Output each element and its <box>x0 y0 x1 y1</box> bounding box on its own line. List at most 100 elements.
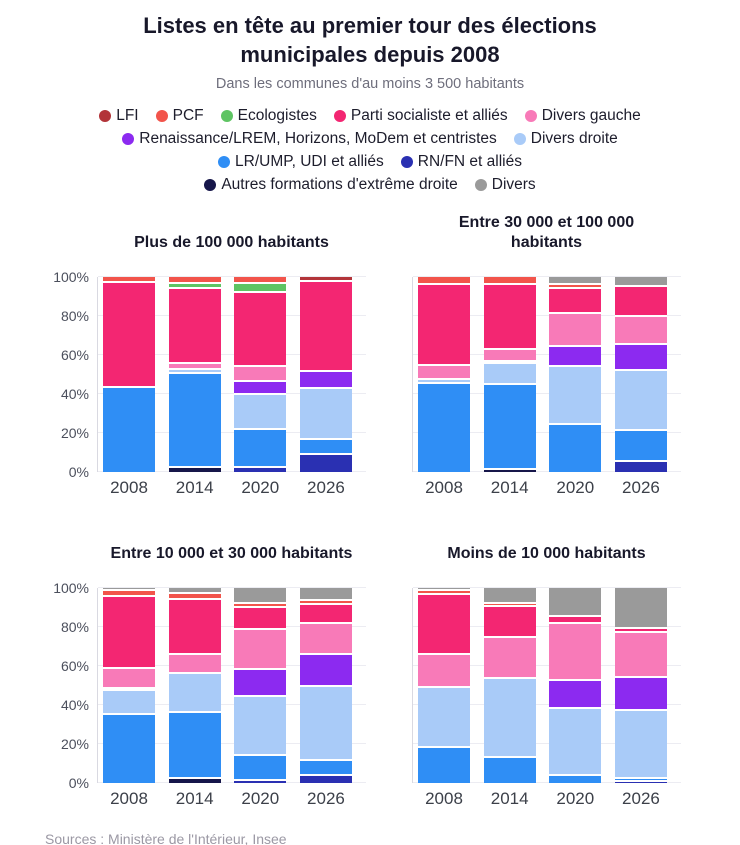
legend-item-label: LFI <box>116 107 139 125</box>
legend-item-label: Parti socialiste et alliés <box>350 107 508 125</box>
segment-ren <box>234 670 287 698</box>
x-axis-label: 2020 <box>241 789 280 809</box>
bar-2026 <box>299 588 352 784</box>
chart-plus-100k: Plus de 100 000 habitants 0% 20% 40% 60% 80%… <box>53 211 366 498</box>
legend: LFI PCF Ecologistes Parti socialiste et all… <box>0 105 740 195</box>
segment-dvg <box>614 633 667 678</box>
bar-2008 <box>103 277 155 473</box>
segment-ps <box>483 606 536 638</box>
x-axis-label: 2026 <box>307 789 345 809</box>
legend-item-label: Divers gauche <box>541 107 641 125</box>
gridline <box>98 354 366 356</box>
bar-2008 <box>418 588 470 784</box>
segment-dvg <box>168 364 221 370</box>
segment-eco <box>168 284 221 289</box>
segment-ps <box>103 596 155 670</box>
gridline <box>413 276 681 278</box>
legend-row: LFI PCF Ecologistes Parti socialiste et all… <box>99 105 641 126</box>
bar-2020 <box>549 588 602 784</box>
segment-dvd <box>614 711 667 780</box>
y-axis-label: 80% <box>60 308 89 325</box>
segment-rn <box>299 454 352 473</box>
segment-ps <box>549 617 602 625</box>
x-axis-label: 2014 <box>490 789 529 809</box>
y-axis-label: 60% <box>60 658 89 675</box>
segment-pcf <box>103 277 155 284</box>
legend-color-dot <box>99 109 112 122</box>
page-subtitle: Dans les communes d'au moins 3 500 habit… <box>215 76 525 93</box>
segment-ps <box>418 285 470 366</box>
segment-ps <box>103 283 155 389</box>
chart-title: Plus de 100 000 habitants <box>134 234 329 252</box>
segment-ps <box>234 292 287 367</box>
segment-dvd <box>299 389 352 441</box>
segment-dvd <box>103 690 155 715</box>
segment-rn <box>234 468 287 473</box>
segment-lr <box>483 757 536 784</box>
segment-dvg <box>483 637 536 679</box>
page-title: Listes en tête au premier tour des élect… <box>143 13 597 67</box>
segment-exd <box>168 779 221 784</box>
segment-lr <box>234 755 287 782</box>
x-axis-labels: 2008 2014 2020 2026 <box>98 783 366 809</box>
segment-pcf <box>103 591 155 597</box>
chart-body <box>372 587 681 784</box>
segment-lr <box>168 713 221 780</box>
legend-row: Autres formations d'extrême droite Divers <box>204 174 536 195</box>
gridline <box>98 393 366 395</box>
bars-container <box>98 588 366 784</box>
bar-2020 <box>549 277 602 473</box>
legend-item-dvg: Divers gauche <box>524 105 641 126</box>
bar-2014 <box>168 277 221 473</box>
bar-2020 <box>234 588 287 784</box>
segment-ps <box>299 604 352 625</box>
bar-2014 <box>483 277 536 473</box>
legend-row: LR/UMP, UDI et alliés RN/FN et alliés <box>218 151 522 172</box>
gridline <box>413 432 681 434</box>
segment-pcf <box>549 285 602 289</box>
legend-item-label: Renaissance/LREM, Horizons, MoDem et cen… <box>139 130 497 148</box>
bar-2014 <box>168 588 221 784</box>
segment-dvg <box>168 654 221 674</box>
gridline <box>413 782 681 784</box>
segment-ps <box>483 285 536 351</box>
segment-dvg <box>234 366 287 382</box>
segment-dvd <box>418 687 470 749</box>
segment-dvd <box>614 370 667 432</box>
gridline <box>413 743 681 745</box>
gridline <box>98 782 366 784</box>
segment-ps <box>614 286 667 318</box>
segment-dvg <box>483 350 536 362</box>
y-axis-label: 80% <box>60 619 89 636</box>
x-axis-label: 2020 <box>556 789 595 809</box>
segment-dvg <box>549 314 602 348</box>
segment-div <box>234 588 287 604</box>
bar-2020 <box>234 277 287 473</box>
chart-body: 0% 20% 40% 60% 80% 100% <box>53 269 366 480</box>
segment-div <box>549 277 602 286</box>
segment-lr <box>614 431 667 463</box>
bar-2008 <box>103 588 155 784</box>
segment-rn <box>614 462 667 473</box>
segment-pcf <box>168 277 221 285</box>
legend-item-label: LR/UMP, UDI et alliés <box>235 153 384 171</box>
legend-item-eco: Ecologistes <box>220 105 317 126</box>
legend-color-dot <box>204 178 217 191</box>
segment-ps <box>549 288 602 315</box>
legend-item-label: Ecologistes <box>237 107 317 125</box>
y-axis-label: 0% <box>68 464 89 481</box>
segment-ren <box>549 347 602 367</box>
x-axis-label: 2014 <box>175 789 214 809</box>
segment-pcf <box>483 603 536 607</box>
segment-ren <box>299 371 352 390</box>
segment-lr <box>103 388 155 473</box>
segment-ren <box>549 680 602 710</box>
segment-lr <box>418 384 470 473</box>
y-axis-label: 40% <box>60 697 89 714</box>
y-axis <box>372 277 412 472</box>
gridline <box>98 471 366 473</box>
segment-ps <box>168 599 221 655</box>
segment-div <box>549 588 602 618</box>
segment-dvd <box>418 379 470 385</box>
legend-item-ps: Parti socialiste et alliés <box>333 105 508 126</box>
